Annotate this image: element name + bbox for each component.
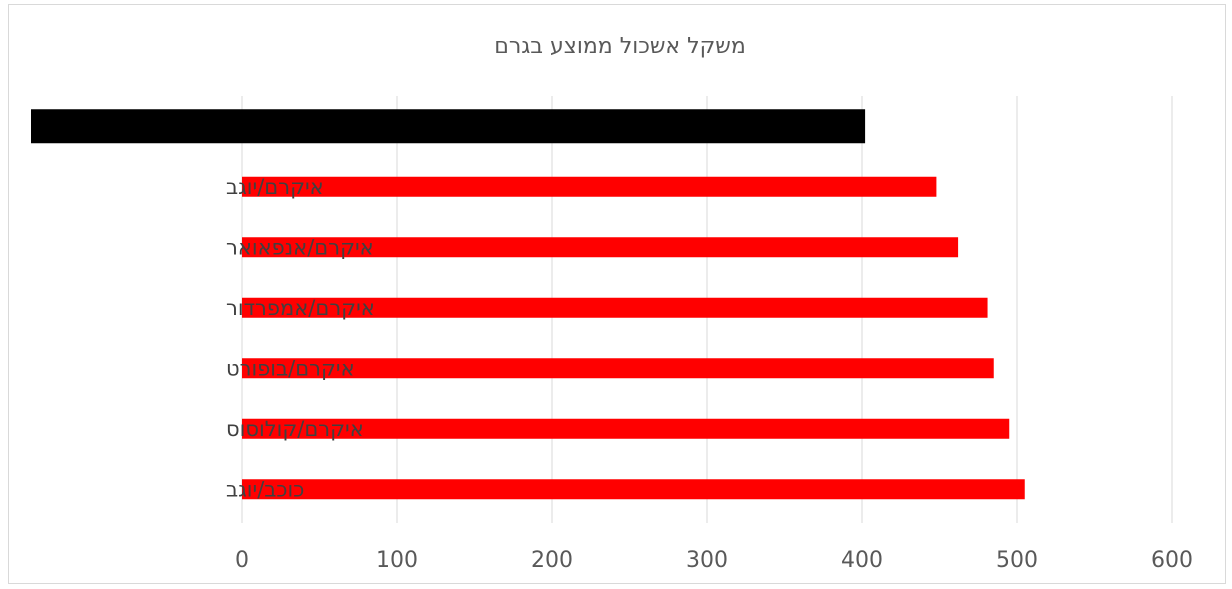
category-label: כוכב/יוגב (226, 477, 304, 501)
x-tick-label: 500 (996, 548, 1038, 573)
x-tick-label: 100 (376, 548, 418, 573)
x-tick-label: 600 (1151, 548, 1193, 573)
chart-title: משקל אשכול ממוצע בגרם (494, 34, 746, 59)
bar (242, 358, 994, 379)
x-tick-label: 0 (235, 548, 249, 573)
x-axis-tick-labels: 0 100 200 300 400 500 600 (235, 548, 1193, 573)
bars (31, 109, 1025, 500)
category-label: איקרם/אנפאואר (226, 235, 374, 259)
category-label: איקרם/קולוסוס (226, 417, 364, 441)
bar (242, 176, 937, 197)
bar (242, 418, 1010, 439)
bar (242, 297, 988, 318)
category-label: איקרם/אמפרדור (226, 296, 375, 320)
x-tick-label: 300 (686, 548, 728, 573)
highlight-bar (31, 109, 866, 144)
category-label: איקרם/יוגב (226, 175, 324, 199)
bar (242, 479, 1025, 500)
x-tick-label: 200 (531, 548, 573, 573)
bar (242, 237, 959, 258)
x-tick-label: 400 (841, 548, 883, 573)
category-label: איקרם/בופורט (226, 356, 355, 380)
category-labels: כוכב/יוגב איקרם/קולוסוס איקרם/בופורט איקרם/… (226, 175, 375, 502)
